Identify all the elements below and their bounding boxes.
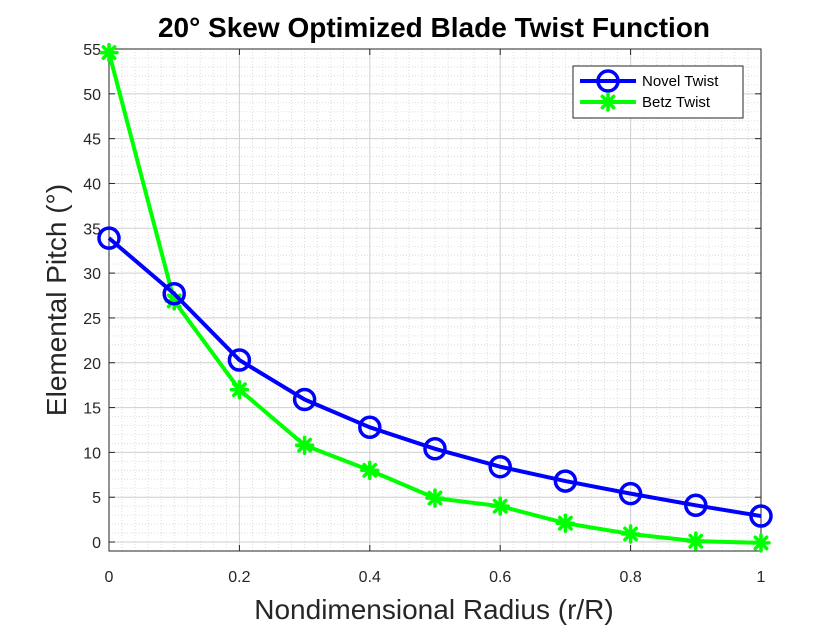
x-tick-label: 0.6 [489,569,511,586]
legend-item: Novel Twist [580,69,719,93]
data-point [620,524,641,544]
legend-swatch-marker [596,69,620,93]
y-tick-label: 30 [83,266,101,283]
data-point [751,533,771,553]
data-point [618,481,643,506]
y-tick-label: 55 [83,42,101,59]
data-point [488,454,512,479]
series-novel-twist [97,226,773,528]
data-point [686,531,706,551]
y-tick-label: 45 [83,132,101,149]
x-axis-label: Nondimensional Radius (r/R) [254,594,613,625]
data-point [97,226,121,250]
x-tick-label: 0.8 [619,569,641,586]
data-point [99,42,119,63]
y-tick-label: 25 [83,311,101,328]
x-tick-label: 0 [105,569,114,586]
data-point [358,415,382,440]
data-point [749,504,773,528]
data-point [162,281,186,306]
x-tick-label: 1 [757,569,766,586]
legend-label: Novel Twist [642,73,719,90]
data-point [490,496,510,516]
y-axis-ticks: 0 5 10 15 20 25 30 35 40 45 50 55 [83,42,761,552]
data-point [684,493,708,518]
y-tick-label: 20 [83,356,101,373]
chart-title: 20° Skew Optimized Blade Twist Function [158,12,710,43]
data-point [555,513,576,533]
y-tick-label: 40 [83,176,101,193]
data-point [423,437,447,461]
x-tick-label: 0.2 [228,569,250,586]
data-point [229,379,250,400]
legend-swatch-marker [598,92,618,112]
legend-label: Betz Twist [642,94,711,111]
legend: Novel Twist Betz Twist [572,65,744,119]
data-point [294,435,315,455]
series-betz-twist [99,42,771,553]
data-point [292,387,317,412]
y-axis-label: Elemental Pitch (°) [41,184,72,416]
y-tick-label: 50 [83,87,101,104]
data-point [360,460,380,481]
data-point [425,488,445,508]
series-line [107,236,762,519]
series-layer [97,42,773,553]
data-point [227,348,252,372]
plot-area-frame [108,48,762,552]
x-tick-label: 0.4 [359,569,381,586]
y-tick-label: 35 [83,221,101,238]
legend-item: Betz Twist [580,92,711,112]
y-tick-label: 10 [83,445,101,462]
data-point [553,469,578,493]
y-tick-label: 15 [83,401,101,418]
y-tick-label: 5 [92,490,101,507]
y-tick-label: 0 [92,535,101,552]
minor-grid [109,49,761,552]
x-axis-ticks: 0 0.2 0.4 0.6 0.8 1 [105,49,766,586]
